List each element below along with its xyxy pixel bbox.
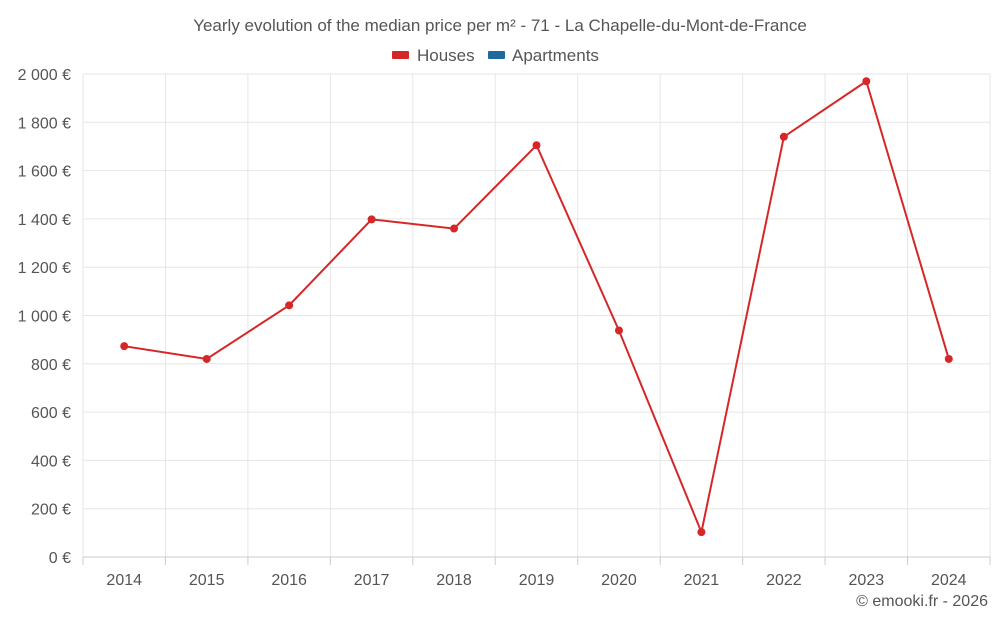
chart-title: Yearly evolution of the median price per… [193, 16, 807, 35]
data-point[interactable] [697, 528, 706, 537]
data-point[interactable] [532, 141, 541, 150]
x-tick-label: 2024 [931, 572, 967, 589]
axes: 0 € 200 € 400 € 600 € 800 € 1 000 € 1 200 € 1 4… [18, 67, 991, 589]
x-tick-label: 2019 [519, 572, 555, 589]
x-tick-label: 2020 [601, 572, 637, 589]
x-tick-label: 2023 [849, 572, 885, 589]
y-tick-label: 800 € [31, 357, 71, 374]
x-tick-label: 2022 [766, 572, 802, 589]
y-tick-label: 1 600 € [18, 164, 71, 181]
y-tick-label: 200 € [31, 502, 71, 519]
series [120, 77, 953, 537]
y-tick-label: 1 800 € [18, 115, 71, 132]
data-point[interactable] [367, 215, 376, 224]
y-tick-label: 1 000 € [18, 309, 71, 326]
data-point[interactable] [450, 224, 459, 233]
legend: Houses Apartments [392, 46, 599, 65]
data-point[interactable] [285, 301, 294, 310]
legend-label: Apartments [512, 46, 599, 65]
x-tick-label: 2018 [436, 572, 472, 589]
y-tick-label: 1 400 € [18, 212, 71, 229]
data-point[interactable] [120, 342, 129, 351]
legend-swatch [488, 51, 505, 59]
grid [82, 73, 991, 557]
y-tick-label: 600 € [31, 405, 71, 422]
data-point[interactable] [614, 326, 623, 335]
x-tick-label: 2015 [189, 572, 225, 589]
y-tick-label: 0 € [49, 550, 71, 567]
legend-item-apartments[interactable]: Apartments [488, 46, 599, 65]
data-point[interactable] [944, 354, 953, 363]
data-point[interactable] [779, 132, 788, 141]
data-point[interactable] [862, 77, 871, 86]
x-tick-label: 2017 [354, 572, 390, 589]
x-tick-label: 2014 [106, 572, 142, 589]
x-tick-label: 2021 [684, 572, 720, 589]
credit-text: © emooki.fr - 2026 [856, 593, 988, 610]
y-tick-label: 2 000 € [18, 67, 71, 84]
y-tick-label: 1 200 € [18, 260, 71, 277]
y-tick-label: 400 € [31, 453, 71, 470]
x-tick-label: 2016 [271, 572, 307, 589]
legend-swatch [392, 51, 409, 59]
data-point[interactable] [202, 354, 211, 363]
legend-item-houses[interactable]: Houses [392, 46, 475, 65]
legend-label: Houses [417, 46, 475, 65]
